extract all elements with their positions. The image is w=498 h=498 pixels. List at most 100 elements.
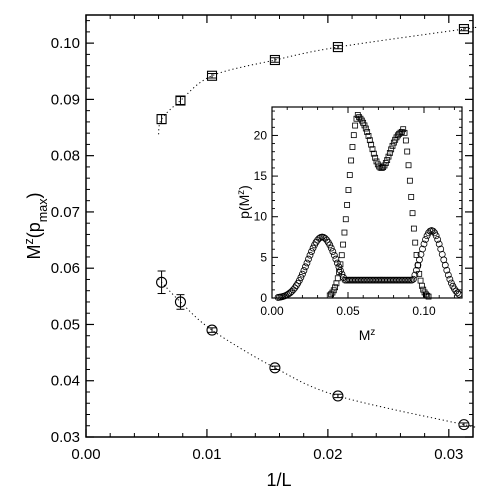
inset-square-point <box>345 187 352 193</box>
inset-square-point <box>370 150 377 157</box>
inset-circle-point <box>429 227 437 235</box>
inset-circle-point <box>300 267 308 274</box>
inset-x-tick-label: 0.00 <box>260 304 284 318</box>
inset-y-tick-label: 0 <box>260 291 267 305</box>
inset-square-point <box>330 287 337 294</box>
inset-circle-point <box>455 290 463 298</box>
inset-square-point <box>352 122 359 129</box>
svg-text:p(Mz): p(Mz) <box>236 185 253 219</box>
square-marker <box>206 70 218 81</box>
inset-square-point <box>402 137 409 144</box>
inset-square-point <box>401 129 408 136</box>
inset-circle-point <box>446 275 454 283</box>
inset-square-point <box>332 284 339 291</box>
inset-circle-point <box>444 271 452 279</box>
inset-circle-point <box>411 271 419 279</box>
inset-y-axis-label: p(Mz) <box>236 185 253 219</box>
inset-circle-point <box>434 236 442 243</box>
y-tick-label: 0.05 <box>51 316 80 333</box>
inset-circle-point <box>408 276 416 284</box>
inset-square-point <box>404 148 411 155</box>
inset-circle-point <box>432 232 440 240</box>
inset-square-point <box>369 146 376 153</box>
inset-circle-point <box>435 240 443 248</box>
inset-circle-point <box>308 248 315 255</box>
inset-square-point <box>410 225 417 232</box>
inset-square-point <box>364 129 371 135</box>
main-fit-lines <box>158 26 477 428</box>
svg-text:Mz: Mz <box>359 327 376 344</box>
inset-circle-point <box>412 266 420 274</box>
inset-circle-point <box>298 270 306 278</box>
inset-square-point <box>349 144 356 150</box>
inset-circle-point <box>422 236 429 243</box>
inset-square-point <box>386 150 393 156</box>
inset-circle-point <box>332 255 340 263</box>
inset-square-point <box>408 194 415 200</box>
inset-circle-point <box>338 270 346 278</box>
circle-marker <box>174 296 187 308</box>
inset-circle-point <box>305 255 312 263</box>
y-tick-label: 0.07 <box>51 204 80 221</box>
inset-circle-point <box>420 240 428 248</box>
inset-square-point <box>382 160 389 166</box>
inset-y-tick-label: 20 <box>254 128 268 142</box>
inset-square-point <box>425 293 432 300</box>
fit-line-1 <box>158 278 477 428</box>
inset-square-point <box>405 162 412 169</box>
circle-marker <box>269 362 281 374</box>
inset-x-tick-label: 0.10 <box>412 304 436 318</box>
inset-square-point <box>341 229 348 236</box>
inset-x-axis-label: Mz <box>359 327 376 344</box>
inset-square-point <box>366 137 373 144</box>
inset-square-point <box>406 177 413 184</box>
inset-square-point <box>348 157 355 164</box>
inset-circle-point <box>419 245 426 253</box>
inset-square-point <box>350 132 357 139</box>
inset-circle-point <box>409 275 417 283</box>
x-tick-label: 0.01 <box>192 446 221 463</box>
inset-circle-point <box>309 244 317 252</box>
inset-square-point <box>409 210 416 217</box>
inset-circle-point <box>330 251 338 259</box>
inset-square-point <box>362 125 369 132</box>
square-marker <box>332 42 343 53</box>
inset-square-point <box>368 141 375 148</box>
inset-circle-point <box>327 244 335 252</box>
y-tick-label: 0.08 <box>51 148 80 165</box>
inset-circle-point <box>329 248 337 255</box>
inset-x-tick-label: 0.05 <box>336 304 360 318</box>
circle-marker <box>458 419 470 431</box>
inset-square-point <box>424 292 431 299</box>
inset-data-points <box>274 112 463 301</box>
inset-y-tick-label: 15 <box>254 169 268 183</box>
x-tick-label: 0.02 <box>313 446 342 463</box>
inset-circle-point <box>336 267 344 274</box>
circle-marker <box>156 276 168 288</box>
y-tick-label: 0.04 <box>51 373 80 390</box>
inset-circle-point <box>441 261 449 269</box>
inset-square-point <box>384 157 391 163</box>
y-tick-label: 0.06 <box>51 260 80 277</box>
y-axis-label-text: Mz(pmax) <box>22 192 50 259</box>
inset-square-point <box>413 252 420 258</box>
fit-line-0 <box>158 26 477 135</box>
square-marker <box>458 24 469 35</box>
square-marker <box>175 95 186 106</box>
main-ticks: 0.00 0.01 0.02 0.03 0.03 0.04 0.05 0.06 0.07 0.08… <box>51 15 473 463</box>
inset-plot-frame <box>271 106 463 299</box>
inset-circle-point <box>302 263 309 271</box>
inset-square-point <box>340 241 347 248</box>
inset-y-tick-label: 5 <box>260 250 267 264</box>
x-tick-label: 0.00 <box>71 446 100 463</box>
inset-circle-point <box>447 279 455 287</box>
y-tick-label: 0.10 <box>51 35 80 52</box>
x-tick-label: 0.03 <box>434 446 463 463</box>
square-marker <box>156 114 167 125</box>
inset-square-point <box>385 153 392 160</box>
svg-text:Mz(pmax): Mz(pmax) <box>22 192 50 259</box>
inset-square-point <box>342 216 349 223</box>
inset-circle-point <box>335 263 343 271</box>
inset-square-point <box>388 146 395 153</box>
x-axis-label: 1/L <box>266 470 291 490</box>
